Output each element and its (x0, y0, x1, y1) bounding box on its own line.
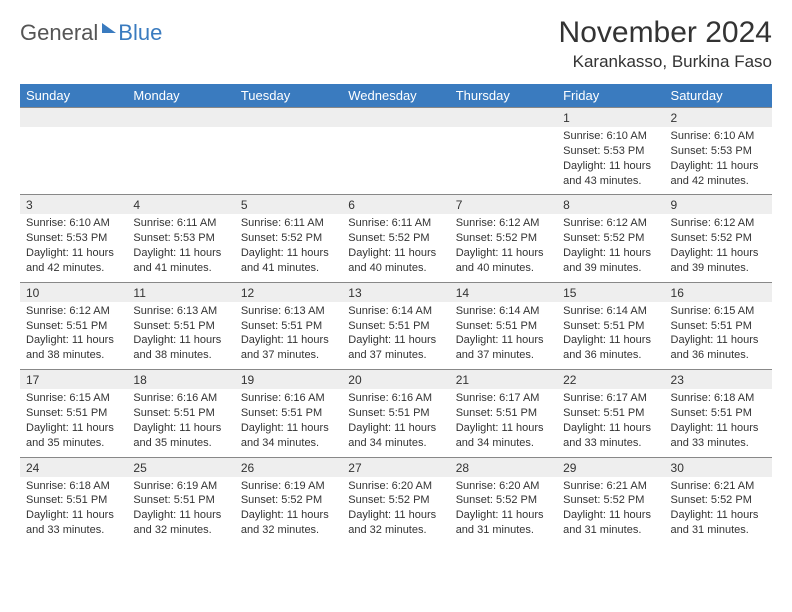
daynum-row: 12 (20, 108, 772, 128)
calendar-table: Sunday Monday Tuesday Wednesday Thursday… (20, 84, 772, 544)
day-info-cell: Sunrise: 6:11 AM Sunset: 5:52 PM Dayligh… (235, 214, 342, 282)
day-info-cell: Sunrise: 6:15 AM Sunset: 5:51 PM Dayligh… (20, 389, 127, 457)
day-info-cell: Sunrise: 6:13 AM Sunset: 5:51 PM Dayligh… (127, 302, 234, 370)
day-number-cell: 18 (127, 370, 234, 390)
day-number-cell: 2 (665, 108, 772, 128)
col-wednesday: Wednesday (342, 84, 449, 108)
day-number-cell: 21 (450, 370, 557, 390)
logo-text-blue: Blue (118, 20, 162, 46)
day-number-cell: 6 (342, 195, 449, 215)
day-info-row: Sunrise: 6:10 AM Sunset: 5:53 PM Dayligh… (20, 127, 772, 195)
day-number-cell: 14 (450, 282, 557, 302)
day-number-cell: 13 (342, 282, 449, 302)
page-title: November 2024 (559, 16, 772, 50)
day-info-cell: Sunrise: 6:14 AM Sunset: 5:51 PM Dayligh… (450, 302, 557, 370)
day-number-cell: 17 (20, 370, 127, 390)
day-info-cell: Sunrise: 6:14 AM Sunset: 5:51 PM Dayligh… (342, 302, 449, 370)
day-info-cell: Sunrise: 6:18 AM Sunset: 5:51 PM Dayligh… (665, 389, 772, 457)
day-info-cell: Sunrise: 6:12 AM Sunset: 5:52 PM Dayligh… (557, 214, 664, 282)
day-info-cell: Sunrise: 6:12 AM Sunset: 5:52 PM Dayligh… (665, 214, 772, 282)
day-info-cell (450, 127, 557, 195)
day-info-cell: Sunrise: 6:10 AM Sunset: 5:53 PM Dayligh… (557, 127, 664, 195)
day-number-cell: 28 (450, 457, 557, 477)
day-info-cell: Sunrise: 6:17 AM Sunset: 5:51 PM Dayligh… (557, 389, 664, 457)
weekday-header-row: Sunday Monday Tuesday Wednesday Thursday… (20, 84, 772, 108)
day-info-cell (342, 127, 449, 195)
day-number-cell: 19 (235, 370, 342, 390)
day-info-row: Sunrise: 6:15 AM Sunset: 5:51 PM Dayligh… (20, 389, 772, 457)
title-block: November 2024 Karankasso, Burkina Faso (559, 16, 772, 72)
day-info-cell: Sunrise: 6:12 AM Sunset: 5:52 PM Dayligh… (450, 214, 557, 282)
daynum-row: 10111213141516 (20, 282, 772, 302)
day-info-cell: Sunrise: 6:19 AM Sunset: 5:51 PM Dayligh… (127, 477, 234, 544)
logo: General Blue (20, 16, 162, 46)
day-info-cell: Sunrise: 6:16 AM Sunset: 5:51 PM Dayligh… (127, 389, 234, 457)
day-number-cell: 16 (665, 282, 772, 302)
col-thursday: Thursday (450, 84, 557, 108)
col-saturday: Saturday (665, 84, 772, 108)
day-number-cell: 8 (557, 195, 664, 215)
day-number-cell (20, 108, 127, 128)
day-number-cell: 4 (127, 195, 234, 215)
day-number-cell: 9 (665, 195, 772, 215)
logo-text-general: General (20, 20, 98, 46)
day-number-cell: 5 (235, 195, 342, 215)
day-info-cell (235, 127, 342, 195)
day-info-row: Sunrise: 6:18 AM Sunset: 5:51 PM Dayligh… (20, 477, 772, 544)
day-info-cell: Sunrise: 6:18 AM Sunset: 5:51 PM Dayligh… (20, 477, 127, 544)
day-number-cell: 30 (665, 457, 772, 477)
day-number-cell: 3 (20, 195, 127, 215)
col-friday: Friday (557, 84, 664, 108)
day-info-cell: Sunrise: 6:14 AM Sunset: 5:51 PM Dayligh… (557, 302, 664, 370)
day-number-cell: 24 (20, 457, 127, 477)
day-info-cell: Sunrise: 6:10 AM Sunset: 5:53 PM Dayligh… (20, 214, 127, 282)
day-info-cell: Sunrise: 6:21 AM Sunset: 5:52 PM Dayligh… (557, 477, 664, 544)
day-number-cell: 12 (235, 282, 342, 302)
location-label: Karankasso, Burkina Faso (559, 52, 772, 72)
day-info-cell: Sunrise: 6:16 AM Sunset: 5:51 PM Dayligh… (235, 389, 342, 457)
col-tuesday: Tuesday (235, 84, 342, 108)
col-sunday: Sunday (20, 84, 127, 108)
day-number-cell: 20 (342, 370, 449, 390)
day-number-cell (127, 108, 234, 128)
day-number-cell: 7 (450, 195, 557, 215)
day-number-cell: 15 (557, 282, 664, 302)
day-info-cell: Sunrise: 6:15 AM Sunset: 5:51 PM Dayligh… (665, 302, 772, 370)
day-info-row: Sunrise: 6:12 AM Sunset: 5:51 PM Dayligh… (20, 302, 772, 370)
col-monday: Monday (127, 84, 234, 108)
day-number-cell: 23 (665, 370, 772, 390)
day-info-cell: Sunrise: 6:20 AM Sunset: 5:52 PM Dayligh… (450, 477, 557, 544)
day-info-cell: Sunrise: 6:21 AM Sunset: 5:52 PM Dayligh… (665, 477, 772, 544)
day-number-cell: 1 (557, 108, 664, 128)
day-number-cell: 27 (342, 457, 449, 477)
logo-triangle-icon (102, 23, 116, 33)
day-info-cell: Sunrise: 6:17 AM Sunset: 5:51 PM Dayligh… (450, 389, 557, 457)
day-number-cell: 11 (127, 282, 234, 302)
day-info-cell: Sunrise: 6:11 AM Sunset: 5:52 PM Dayligh… (342, 214, 449, 282)
day-number-cell: 22 (557, 370, 664, 390)
day-number-cell (342, 108, 449, 128)
day-number-cell: 25 (127, 457, 234, 477)
day-number-cell: 29 (557, 457, 664, 477)
day-info-row: Sunrise: 6:10 AM Sunset: 5:53 PM Dayligh… (20, 214, 772, 282)
day-info-cell: Sunrise: 6:10 AM Sunset: 5:53 PM Dayligh… (665, 127, 772, 195)
day-number-cell (235, 108, 342, 128)
daynum-row: 24252627282930 (20, 457, 772, 477)
day-info-cell: Sunrise: 6:13 AM Sunset: 5:51 PM Dayligh… (235, 302, 342, 370)
day-number-cell (450, 108, 557, 128)
day-info-cell (127, 127, 234, 195)
day-number-cell: 10 (20, 282, 127, 302)
day-info-cell: Sunrise: 6:11 AM Sunset: 5:53 PM Dayligh… (127, 214, 234, 282)
day-info-cell: Sunrise: 6:20 AM Sunset: 5:52 PM Dayligh… (342, 477, 449, 544)
day-info-cell: Sunrise: 6:12 AM Sunset: 5:51 PM Dayligh… (20, 302, 127, 370)
day-info-cell: Sunrise: 6:19 AM Sunset: 5:52 PM Dayligh… (235, 477, 342, 544)
daynum-row: 17181920212223 (20, 370, 772, 390)
day-number-cell: 26 (235, 457, 342, 477)
day-info-cell (20, 127, 127, 195)
daynum-row: 3456789 (20, 195, 772, 215)
day-info-cell: Sunrise: 6:16 AM Sunset: 5:51 PM Dayligh… (342, 389, 449, 457)
header: General Blue November 2024 Karankasso, B… (20, 12, 772, 78)
